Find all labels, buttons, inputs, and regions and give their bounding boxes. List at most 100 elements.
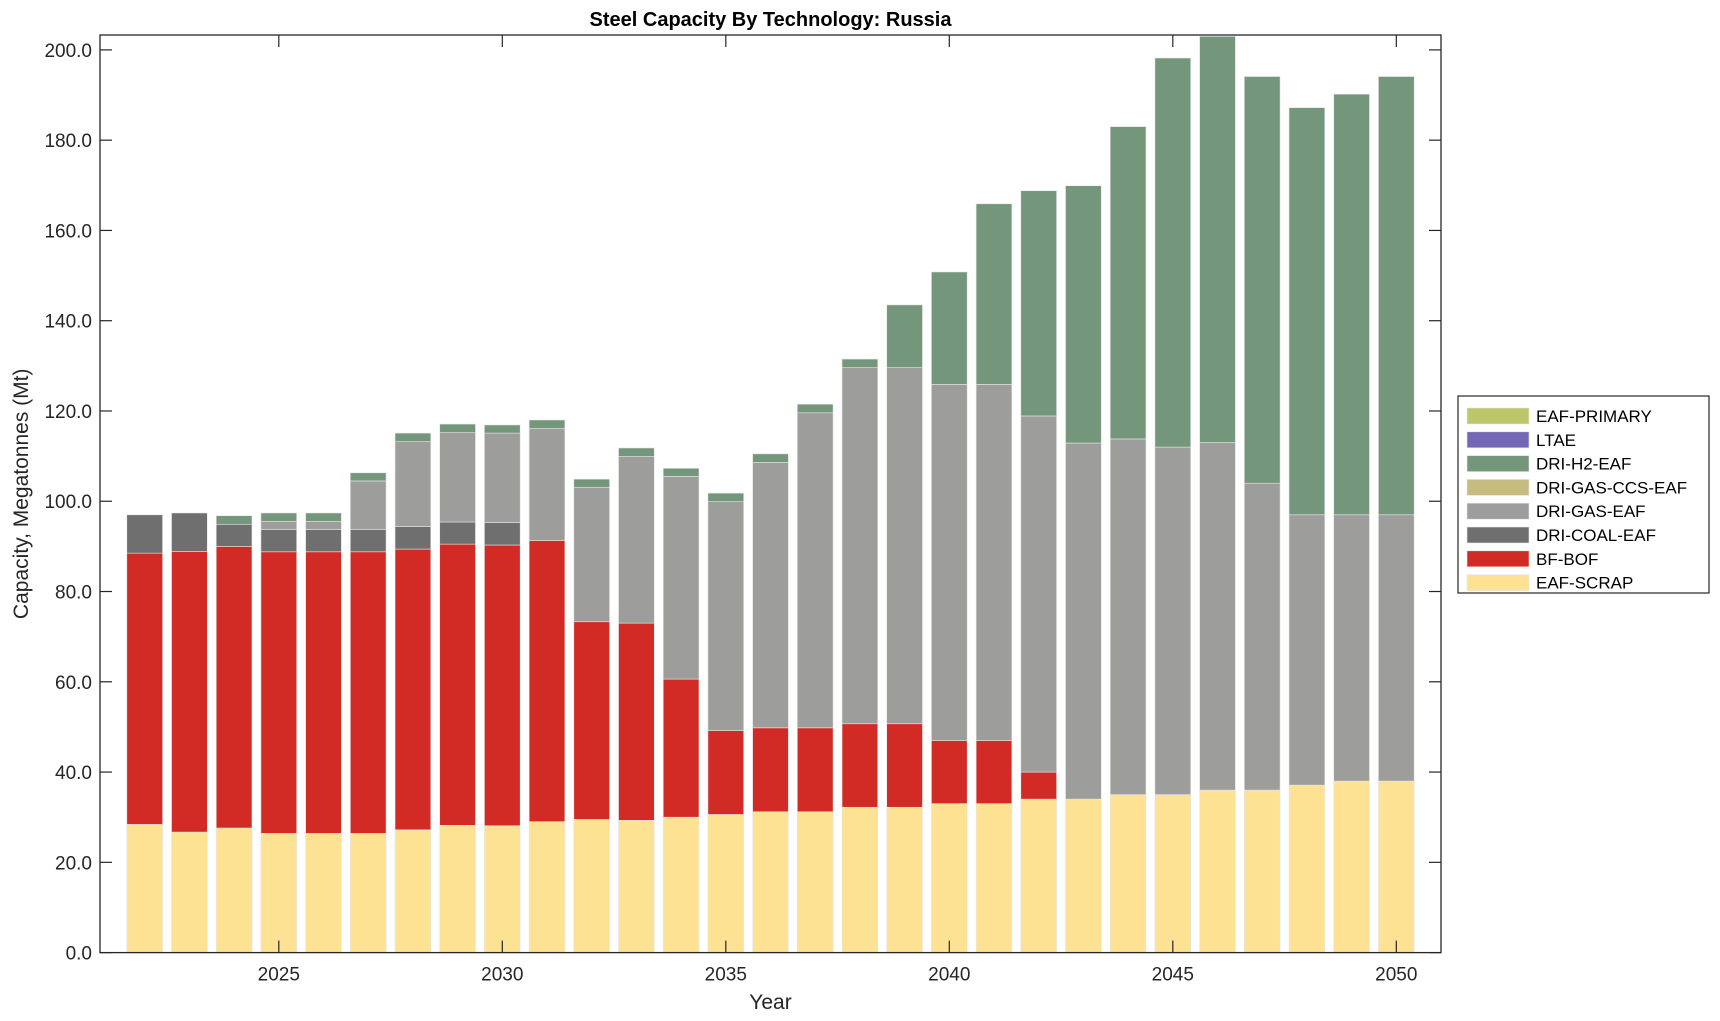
legend-swatch-ltae [1466, 431, 1530, 449]
legend-swatch-eaf-scrap [1466, 574, 1530, 591]
legend-swatch-dri-gas-ccs-eaf [1466, 479, 1530, 496]
bar-dri-gas-eaf-2031 [528, 428, 566, 541]
bar-dri-gas-eaf-2027 [350, 480, 387, 530]
bar-dri-coal-eaf-2030 [484, 522, 521, 546]
legend-label-ltae: LTAE [1536, 431, 1576, 450]
bar-eaf-scrap-2041 [975, 803, 1013, 953]
bar-bf-bof-2032 [573, 621, 610, 820]
bar-dri-h2-eaf-2037 [797, 403, 834, 414]
bar-bf-bof-2035 [707, 730, 744, 815]
bar-bf-bof-2039 [886, 723, 923, 808]
bar-dri-h2-eaf-2028 [394, 432, 432, 442]
bar-eaf-scrap-2033 [618, 820, 655, 953]
bar-dri-h2-eaf-2036 [752, 453, 789, 463]
bar-bf-bof-2037 [797, 727, 834, 813]
bar-bf-bof-2024 [215, 546, 253, 829]
bar-dri-h2-eaf-2027 [350, 472, 387, 482]
x-axis-title: Year [749, 991, 791, 1014]
bar-eaf-scrap-2028 [394, 829, 432, 953]
bar-dri-coal-eaf-2024 [215, 523, 253, 547]
y-tick-label: 60.0 [55, 673, 92, 694]
bar-dri-h2-eaf-2041 [975, 203, 1013, 385]
bar-bf-bof-2031 [528, 540, 566, 823]
bar-bf-bof-2023 [171, 551, 208, 833]
y-tick-label: 80.0 [55, 583, 92, 604]
bar-dri-gas-eaf-2030 [484, 432, 521, 523]
bar-eaf-scrap-2042 [1020, 798, 1057, 953]
bar-dri-gas-eaf-2035 [707, 501, 744, 731]
bar-eaf-scrap-2044 [1109, 794, 1147, 953]
x-tick-label: 2030 [481, 965, 523, 986]
axes-box [99, 34, 1442, 954]
bar-dri-h2-eaf-2029 [439, 423, 476, 433]
bar-eaf-scrap-2050 [1378, 780, 1415, 953]
bar-dri-gas-eaf-2048 [1288, 514, 1326, 786]
bar-eaf-scrap-2034 [662, 816, 700, 953]
bar-bf-bof-2038 [841, 723, 879, 808]
bar-dri-h2-eaf-2042 [1020, 190, 1057, 417]
bar-dri-gas-eaf-2036 [752, 462, 789, 729]
bar-eaf-scrap-2030 [484, 825, 521, 953]
bar-dri-gas-eaf-2032 [573, 486, 610, 623]
bar-eaf-scrap-2048 [1288, 784, 1326, 953]
bar-dri-coal-eaf-2022 [126, 514, 163, 554]
legend: EAF-PRIMARY LTAE DRI-H2-EAF DRI-GAS-CCS-EAF… [1457, 395, 1710, 594]
y-tick-label: 140.0 [44, 312, 92, 333]
legend-swatch-dri-h2-eaf [1466, 455, 1530, 472]
bar-dri-gas-eaf-2044 [1109, 438, 1147, 795]
bar-dri-gas-eaf-2049 [1333, 514, 1370, 782]
bar-dri-gas-eaf-2050 [1378, 514, 1415, 782]
bar-dri-coal-eaf-2029 [439, 521, 476, 545]
bar-dri-h2-eaf-2038 [841, 358, 879, 368]
bar-eaf-scrap-2043 [1065, 798, 1102, 953]
bar-dri-h2-eaf-2050 [1378, 76, 1415, 516]
legend-label-dri-gas-ccs-eaf: DRI-GAS-CCS-EAF [1536, 478, 1687, 497]
bar-dri-gas-eaf-2028 [394, 441, 432, 527]
y-tick-label: 40.0 [55, 763, 92, 784]
bar-bf-bof-2041 [975, 740, 1013, 804]
x-tick-label: 2025 [258, 965, 300, 986]
legend-label-dri-h2-eaf: DRI-H2-EAF [1536, 455, 1631, 474]
y-axis-title: Capacity, Megatonnes (Mt) [10, 369, 33, 620]
bar-dri-gas-eaf-2046 [1199, 442, 1236, 791]
bar-dri-coal-eaf-2026 [305, 529, 342, 553]
bar-dri-h2-eaf-2030 [484, 424, 521, 434]
bar-eaf-scrap-2045 [1154, 794, 1191, 953]
y-tick-label: 160.0 [44, 221, 92, 242]
bar-bf-bof-2030 [484, 544, 521, 827]
bar-dri-gas-eaf-2040 [931, 384, 968, 741]
bar-eaf-scrap-2024 [215, 827, 253, 953]
bar-dri-gas-eaf-2043 [1065, 442, 1102, 800]
legend-label-bf-bof: BF-BOF [1536, 550, 1598, 569]
bar-eaf-scrap-2022 [126, 824, 163, 953]
bar-eaf-scrap-2047 [1244, 789, 1281, 953]
bars-group [126, 36, 1415, 953]
bar-bf-bof-2029 [439, 543, 476, 826]
ticks-group: 0.0 20.0 40.0 60.0 80.0 100.0 120.0 140.0 160.0 1… [44, 35, 1441, 986]
bar-dri-gas-eaf-2041 [975, 384, 1013, 741]
bar-dri-gas-eaf-2042 [1020, 415, 1057, 773]
bar-bf-bof-2036 [752, 727, 789, 813]
bar-dri-h2-eaf-2049 [1333, 93, 1370, 516]
bar-dri-gas-eaf-2039 [886, 367, 923, 725]
bar-dri-coal-eaf-2025 [260, 529, 297, 553]
y-tick-label: 100.0 [44, 492, 92, 513]
y-tick-label: 120.0 [44, 402, 92, 423]
bar-dri-gas-eaf-2033 [618, 456, 655, 624]
bar-dri-h2-eaf-2048 [1288, 107, 1326, 516]
bar-eaf-scrap-2035 [707, 814, 744, 953]
bar-dri-gas-eaf-2037 [797, 412, 834, 729]
bar-dri-gas-eaf-2045 [1154, 446, 1191, 795]
bar-eaf-scrap-2037 [797, 811, 834, 953]
bar-dri-h2-eaf-2031 [528, 419, 566, 429]
x-tick-label: 2050 [1375, 965, 1417, 986]
legend-swatch-dri-coal-eaf [1466, 526, 1530, 544]
bar-dri-h2-eaf-2035 [707, 492, 744, 502]
y-tick-label: 180.0 [44, 131, 92, 152]
bar-eaf-scrap-2031 [528, 821, 566, 953]
bar-dri-h2-eaf-2034 [662, 467, 700, 477]
bar-dri-h2-eaf-2047 [1244, 76, 1281, 484]
chart-title: Steel Capacity By Technology: Russia [590, 9, 953, 31]
bar-dri-h2-eaf-2040 [931, 271, 968, 385]
